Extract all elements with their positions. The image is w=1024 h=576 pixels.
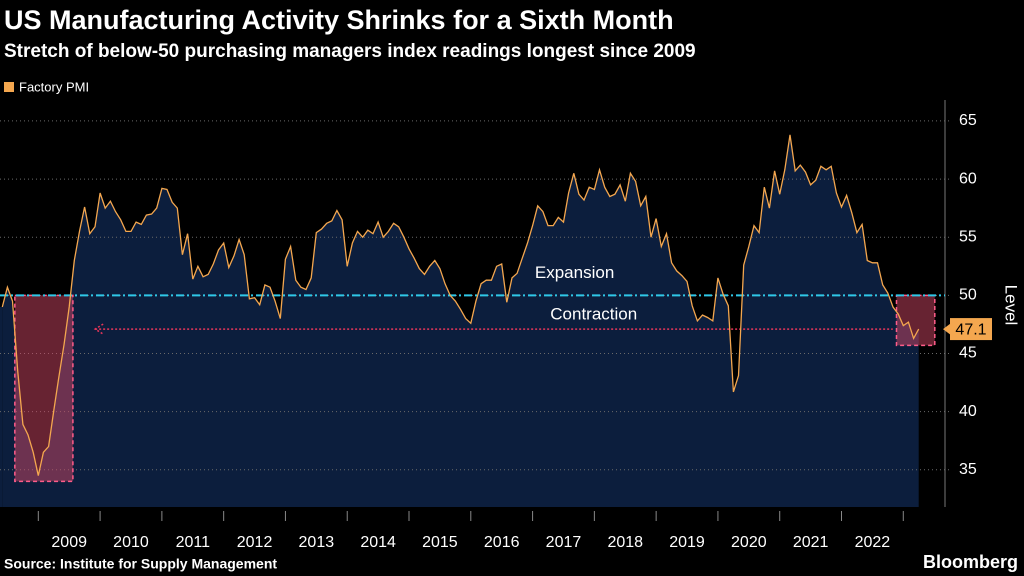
value-label-box bbox=[950, 318, 992, 341]
legend-swatch bbox=[4, 82, 14, 92]
source: Source: Institute for Supply Management bbox=[4, 556, 277, 572]
x-tick-label: 2014 bbox=[360, 534, 396, 551]
value-label: 47.1 bbox=[955, 321, 986, 338]
y-tick-label: 60 bbox=[959, 170, 977, 187]
x-tick-label: 2009 bbox=[51, 534, 87, 551]
area-edge bbox=[0, 306, 3, 507]
arrow-head bbox=[93, 323, 104, 335]
x-tick-label: 2010 bbox=[113, 534, 149, 551]
y-tick-label: 65 bbox=[959, 112, 977, 129]
brand: Bloomberg bbox=[923, 552, 1018, 572]
y-tick-label: 45 bbox=[959, 345, 977, 362]
x-tick-label: 2015 bbox=[422, 534, 458, 551]
highlight-box bbox=[14, 294, 74, 483]
x-tick-label: 2020 bbox=[731, 534, 767, 551]
x-tick-label: 2012 bbox=[237, 534, 273, 551]
annotation: Contraction bbox=[550, 305, 637, 324]
x-tick-label: 2021 bbox=[793, 534, 829, 551]
x-tick-label: 2013 bbox=[299, 534, 335, 551]
x-tick-label: 2019 bbox=[669, 534, 705, 551]
y-tick-label: 35 bbox=[959, 461, 977, 478]
y-tick-label: 50 bbox=[959, 287, 977, 304]
x-tick-label: 2018 bbox=[607, 534, 643, 551]
y-tick-label: 55 bbox=[959, 228, 977, 245]
highlight-box bbox=[895, 294, 936, 347]
chart-subtitle: Stretch of below-50 purchasing managers … bbox=[4, 41, 696, 62]
area bbox=[2, 134, 919, 507]
y-tick-label: 40 bbox=[959, 403, 977, 420]
x-tick-label: 2022 bbox=[855, 534, 891, 551]
legend-label: Factory PMI bbox=[19, 79, 89, 94]
annotation: Expansion bbox=[535, 263, 614, 282]
value-label-pointer bbox=[943, 323, 951, 336]
chart-title: US Manufacturing Activity Shrinks for a … bbox=[4, 5, 674, 35]
x-tick-label: 2017 bbox=[546, 534, 582, 551]
line bbox=[1, 134, 920, 476]
y-axis-label: Level bbox=[1002, 285, 1021, 326]
x-tick-label: 2011 bbox=[176, 534, 211, 551]
x-tick-label: 2016 bbox=[484, 534, 520, 551]
